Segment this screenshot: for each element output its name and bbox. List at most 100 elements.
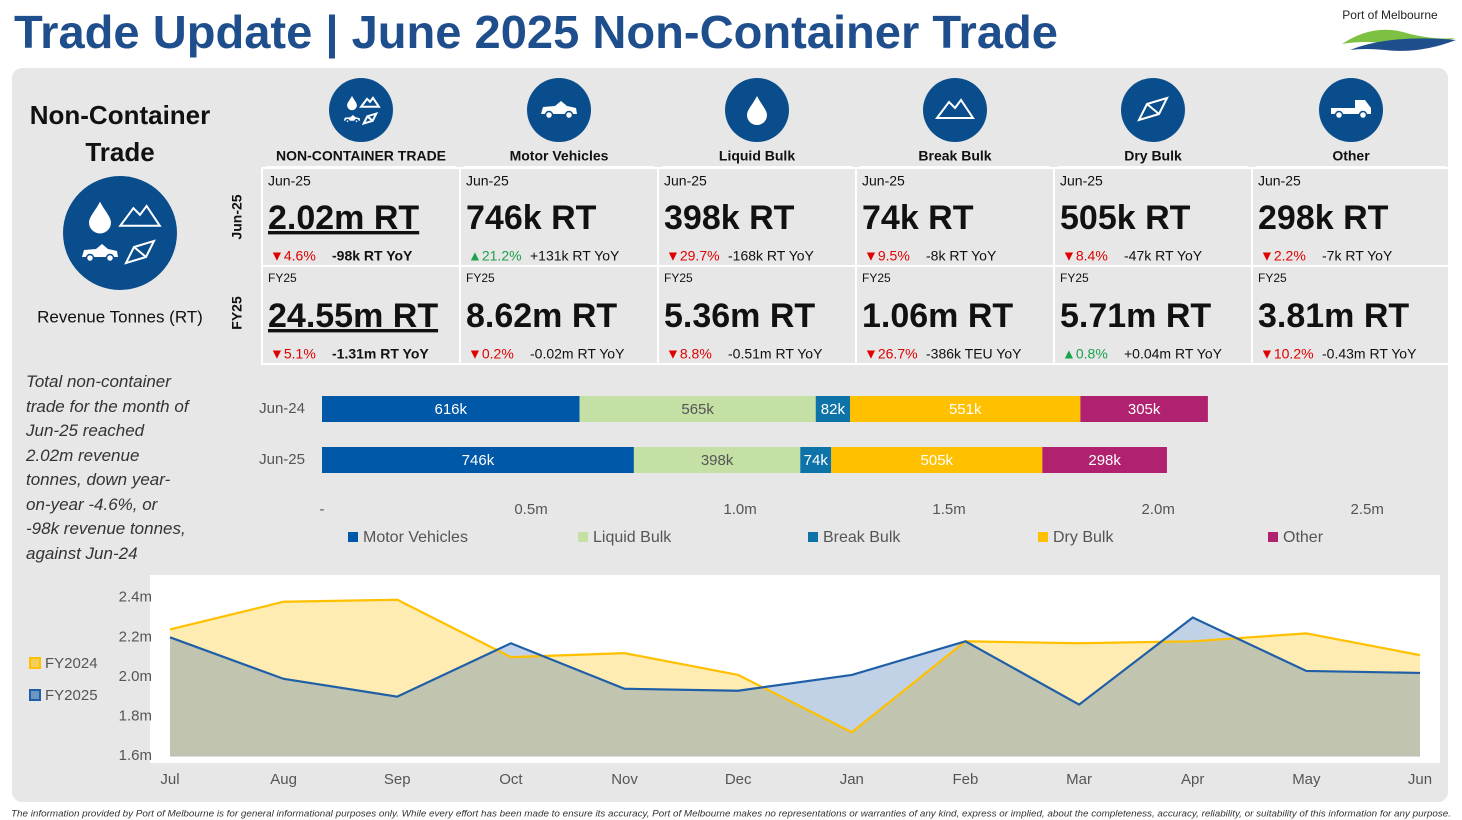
- line: [169, 598, 1421, 734]
- value-label: 74k: [804, 452, 829, 469]
- bar-segment: [850, 396, 1081, 422]
- kpi-period: Jun-25: [466, 173, 509, 189]
- kpi-change: ▼0.2%: [468, 346, 514, 362]
- bar-segment: [800, 447, 832, 473]
- icon-glyph: [747, 96, 767, 125]
- legend-label: FY2025: [45, 687, 98, 704]
- x-tick-label: 1.5m: [932, 501, 965, 518]
- kpi-period: Jun-25: [1060, 173, 1103, 189]
- icon-glyph: [361, 111, 379, 126]
- icon-glyph: [544, 110, 554, 120]
- kpi-period: Jun-25: [268, 173, 311, 189]
- x-tick-label: 1.0m: [723, 501, 756, 518]
- bar-segment: [1080, 396, 1208, 422]
- kpi-yoy: -0.02m RT YoY: [530, 346, 625, 362]
- area: [170, 599, 1420, 756]
- x-tick-label: Oct: [499, 771, 523, 788]
- x-tick-label: Jul: [160, 771, 179, 788]
- kpi-yoy: -1.31m RT YoY: [332, 346, 429, 362]
- kpi-header: Liquid Bulk: [719, 148, 795, 164]
- value-label: 746k: [462, 452, 495, 469]
- x-tick-label: Feb: [953, 771, 979, 788]
- icon-glyph: [359, 96, 381, 108]
- y-tick-label: 2.4m: [119, 589, 152, 606]
- kpi-header: Dry Bulk: [1124, 148, 1182, 164]
- value-label: 305k: [1128, 401, 1161, 418]
- kpi-period: Jun-25: [664, 173, 707, 189]
- y-tick-label: 2.2m: [119, 628, 152, 645]
- bar-segment: [815, 396, 851, 422]
- y-tick-label: 2.0m: [119, 668, 152, 685]
- icon-glyph: [541, 101, 577, 114]
- summary-title: Non-Container: [30, 100, 211, 130]
- legend-swatch: [808, 532, 818, 542]
- kpi-period: FY25: [1258, 271, 1287, 285]
- value-label: 398k: [701, 452, 734, 469]
- x-tick-label: Mar: [1066, 771, 1092, 788]
- row-label: Jun-25: [229, 194, 245, 239]
- bar-segment: [831, 447, 1043, 473]
- icon-glyph: [105, 253, 115, 263]
- kpi-value: 3.81m RT: [1258, 297, 1409, 335]
- kpi-period: FY25: [664, 271, 693, 285]
- icon-glyph: [345, 118, 350, 124]
- y-tick-label: 1.6m: [119, 747, 152, 764]
- kpi-change: ▼4.6%: [270, 248, 316, 264]
- legend-label: Break Bulk: [823, 529, 901, 546]
- icon-glyph: [89, 201, 111, 234]
- kpi-change: ▼29.7%: [666, 248, 720, 264]
- x-tick-label: Apr: [1181, 771, 1204, 788]
- kpi-yoy: -47k RT YoY: [1124, 248, 1203, 264]
- icon-glyph: [118, 204, 162, 227]
- bar-segment: [1042, 447, 1167, 473]
- value-label: 565k: [681, 401, 714, 418]
- footer: The information provided by Port of Melb…: [11, 808, 1451, 818]
- kpi-change: ▼26.7%: [864, 346, 918, 362]
- icon-glyph: [564, 110, 574, 120]
- legend-swatch: [578, 532, 588, 542]
- kpi-value: 2.02m RT: [268, 199, 419, 237]
- bar-segment: [633, 447, 801, 473]
- kpi-value: 5.71m RT: [1060, 297, 1211, 335]
- kpi-period: FY25: [1060, 271, 1089, 285]
- icon-glyph: [354, 118, 359, 124]
- kpi-period: FY25: [466, 271, 495, 285]
- value-label: 298k: [1088, 452, 1121, 469]
- value-label: 505k: [921, 452, 954, 469]
- x-tick-label: 2.5m: [1351, 501, 1384, 518]
- x-tick-label: 2.0m: [1141, 501, 1174, 518]
- legend-swatch: [1268, 532, 1278, 542]
- x-tick-label: Nov: [611, 771, 638, 788]
- kpi-change: ▼8.8%: [666, 346, 712, 362]
- kpi-value: 298k RT: [1258, 199, 1389, 237]
- category-label: Jun-24: [259, 400, 305, 417]
- page-title: Trade Update | June 2025 Non-Container T…: [14, 6, 1058, 58]
- kpi-yoy: -0.43m RT YoY: [1322, 346, 1417, 362]
- icon-glyph: [1358, 110, 1368, 120]
- x-tick-label: Aug: [270, 771, 297, 788]
- legend-label: Motor Vehicles: [363, 529, 468, 546]
- summary-text: Total non-container trade for the month …: [26, 372, 189, 563]
- logo-text: Port of Melbourne: [1342, 8, 1438, 22]
- legend-swatch: [1038, 532, 1048, 542]
- kpi-value: 5.36m RT: [664, 297, 815, 335]
- kpi-value: 24.55m RT: [268, 297, 438, 335]
- kpi-change: ▼2.2%: [1260, 248, 1306, 264]
- x-tick-label: Jun: [1408, 771, 1432, 788]
- kpi-change: ▲0.8%: [1062, 346, 1108, 362]
- kpi-value: 8.62m RT: [466, 297, 617, 335]
- logo-wave: [1350, 38, 1456, 51]
- x-tick-label: Dec: [725, 771, 752, 788]
- value-label: 616k: [435, 401, 468, 418]
- kpi-icon: [329, 78, 393, 142]
- kpi-change: ▼8.4%: [1062, 248, 1108, 264]
- kpi-change: ▼9.5%: [864, 248, 910, 264]
- summary-icon: [63, 176, 177, 290]
- category-label: Jun-25: [259, 451, 305, 468]
- bar-segment: [322, 447, 634, 473]
- summary-title: Trade: [85, 137, 154, 167]
- x-tick-label: -: [320, 501, 325, 518]
- kpi-yoy: -8k RT YoY: [926, 248, 997, 264]
